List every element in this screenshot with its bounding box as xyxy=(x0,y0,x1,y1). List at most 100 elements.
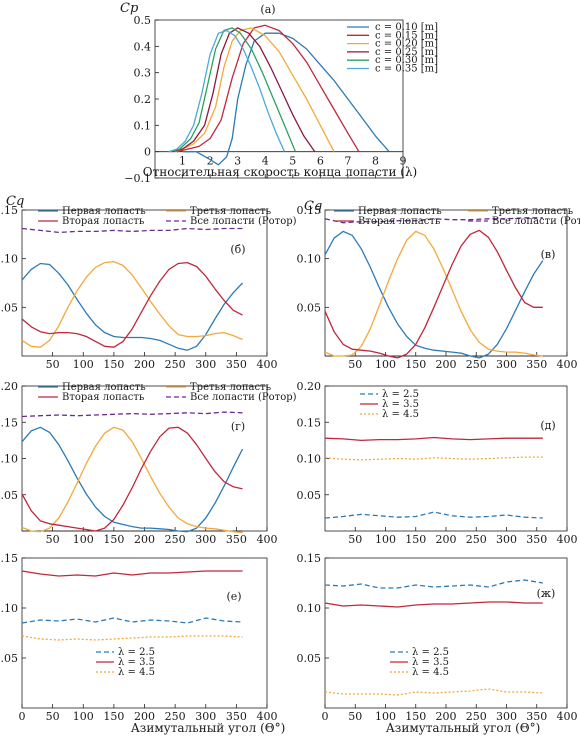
x-tick-label: 50 xyxy=(46,533,60,546)
chart-e: 0 50 100 150 200 250 300 350 400 0.05 0.10 0.15 (е) λ… xyxy=(0,552,278,723)
panel-label: (в) xyxy=(541,248,556,261)
x-tick-label: 350 xyxy=(526,533,547,546)
x-tick-label: 5 xyxy=(289,155,296,168)
panel-label: (a) xyxy=(260,3,275,16)
legend-label: Все лопасти (Ротор) xyxy=(492,216,580,227)
x-tick-label: 200 xyxy=(134,710,155,723)
legend-label: λ = 3.5 xyxy=(412,657,449,668)
x-tick-label: 100 xyxy=(375,533,396,546)
x-tick-label: 3 xyxy=(234,155,241,168)
x-tick-label: 150 xyxy=(405,533,426,546)
y-tick-label: 0.15 xyxy=(297,552,322,565)
x-tick-label: 50 xyxy=(348,710,362,723)
chart-zh: 0 50 100 150 200 250 300 350 400 0.05 0.10 0.15 (ж) λ… xyxy=(297,552,578,723)
series-line xyxy=(21,262,243,351)
y-tick-label: 0.10 xyxy=(297,602,322,615)
x-tick-label: 300 xyxy=(195,710,216,723)
series-line xyxy=(171,27,316,153)
legend-label: Все лопасти (Ротор) xyxy=(190,216,297,227)
panel-label: (ж) xyxy=(537,587,556,600)
x-tick-label: 400 xyxy=(257,710,278,723)
x-tick-label: 250 xyxy=(466,710,487,723)
legend-label: c = 0.30 [m] xyxy=(375,55,438,66)
series-line xyxy=(324,230,544,359)
y-tick-label: 0.2 xyxy=(134,93,152,106)
plot-frame xyxy=(324,209,568,357)
x-tick-label: 200 xyxy=(134,533,155,546)
x-tick-label: 300 xyxy=(195,533,216,546)
legend-label: c = 0.10 [m] xyxy=(375,22,438,33)
series-line xyxy=(21,570,243,577)
x-tick-label: 100 xyxy=(73,710,94,723)
x-tick-label: 250 xyxy=(466,533,487,546)
plot-frame xyxy=(324,557,568,709)
legend-label: Третья лопасть xyxy=(190,206,272,217)
legend-label: c = 0.20 [m] xyxy=(375,39,438,50)
y-tick-label: 0.20 xyxy=(297,380,322,393)
x-tick-label: 0 xyxy=(322,710,329,723)
x-tick-label: 1 xyxy=(179,155,186,168)
series-line xyxy=(324,230,543,357)
y-tick-label: 0.05 xyxy=(297,489,322,502)
x-tick-label: 100 xyxy=(375,358,396,371)
series-line xyxy=(324,456,543,461)
y-tick-label: 0.05 xyxy=(0,489,18,502)
y-tick-label: 0.5 xyxy=(134,14,152,27)
x-tick-label: 200 xyxy=(436,533,457,546)
y-tick-label: 0.05 xyxy=(0,301,18,314)
series-line xyxy=(324,601,543,608)
series-line xyxy=(21,635,243,641)
x-tick-label: 150 xyxy=(103,533,124,546)
x-tick-label: 200 xyxy=(134,358,155,371)
x-tick-label: 350 xyxy=(526,358,547,371)
y-tick-label: 0 xyxy=(144,146,151,159)
legend-label: Вторая лопасть xyxy=(62,216,145,227)
legend-label: Все лопасти (Ротор) xyxy=(190,392,297,403)
legend-label: λ = 4.5 xyxy=(412,667,449,678)
series-line xyxy=(21,426,244,533)
series-line xyxy=(174,27,335,153)
y-tick-label: 0.20 xyxy=(0,380,18,393)
chart-g: 50 100 150 200 250 300 350 400 0.05 0.10 0.15 0.20 (… xyxy=(0,380,297,546)
x-tick-label: 100 xyxy=(73,358,94,371)
x-tick-label: 300 xyxy=(496,533,517,546)
x-tick-label: 200 xyxy=(436,358,457,371)
x-tick-label: 250 xyxy=(165,533,186,546)
series-line xyxy=(21,426,243,532)
x-tick-label: 250 xyxy=(165,710,186,723)
plot-frame xyxy=(21,385,268,532)
x-tick-label: 400 xyxy=(257,533,278,546)
x-tick-label: 7 xyxy=(344,155,351,168)
y-tick-label: 0.15 xyxy=(0,204,18,217)
x-tick-label: 250 xyxy=(165,358,186,371)
x-tick-label: 350 xyxy=(526,710,547,723)
x-tick-label: 100 xyxy=(375,710,396,723)
x-tick-label: 400 xyxy=(557,710,578,723)
chart-a: 1 2 3 4 5 6 7 8 9 −0.1 0 0.1 0.2 0.3 0.4 0.5Cp Относител… xyxy=(120,1,438,185)
series-line xyxy=(21,227,243,234)
y-tick-label: 0.15 xyxy=(0,552,18,565)
y-tick-label: 0.05 xyxy=(297,652,322,665)
series-line xyxy=(21,617,243,624)
series-line xyxy=(324,511,543,519)
legend-label: λ = 4.5 xyxy=(118,667,155,678)
x-tick-label: 50 xyxy=(348,533,362,546)
x-tick-label: 0 xyxy=(19,710,26,723)
legend-label: Третья лопасть xyxy=(190,382,272,393)
y-tick-label: 0.3 xyxy=(134,67,152,80)
series-line xyxy=(168,29,286,153)
legend-label: Первая лопасть xyxy=(62,206,146,217)
x-tick-label: 100 xyxy=(73,533,94,546)
y-tick-label: 0.05 xyxy=(0,652,18,665)
x-tick-label: 400 xyxy=(557,358,578,371)
legend-label: λ = 4.5 xyxy=(382,409,419,420)
legend-label: λ = 2.5 xyxy=(118,647,155,658)
x-axis-label-right: Азимутальный угол (Θ°) xyxy=(386,721,541,735)
legend-label: c = 0.15 [m] xyxy=(375,30,438,41)
series-line xyxy=(21,411,243,418)
legend-label: λ = 3.5 xyxy=(382,399,419,410)
x-tick-label: 150 xyxy=(103,710,124,723)
legend-label: λ = 2.5 xyxy=(412,647,449,658)
x-axis-label: Относительная скорость конца лопасти (λ) xyxy=(143,165,417,179)
